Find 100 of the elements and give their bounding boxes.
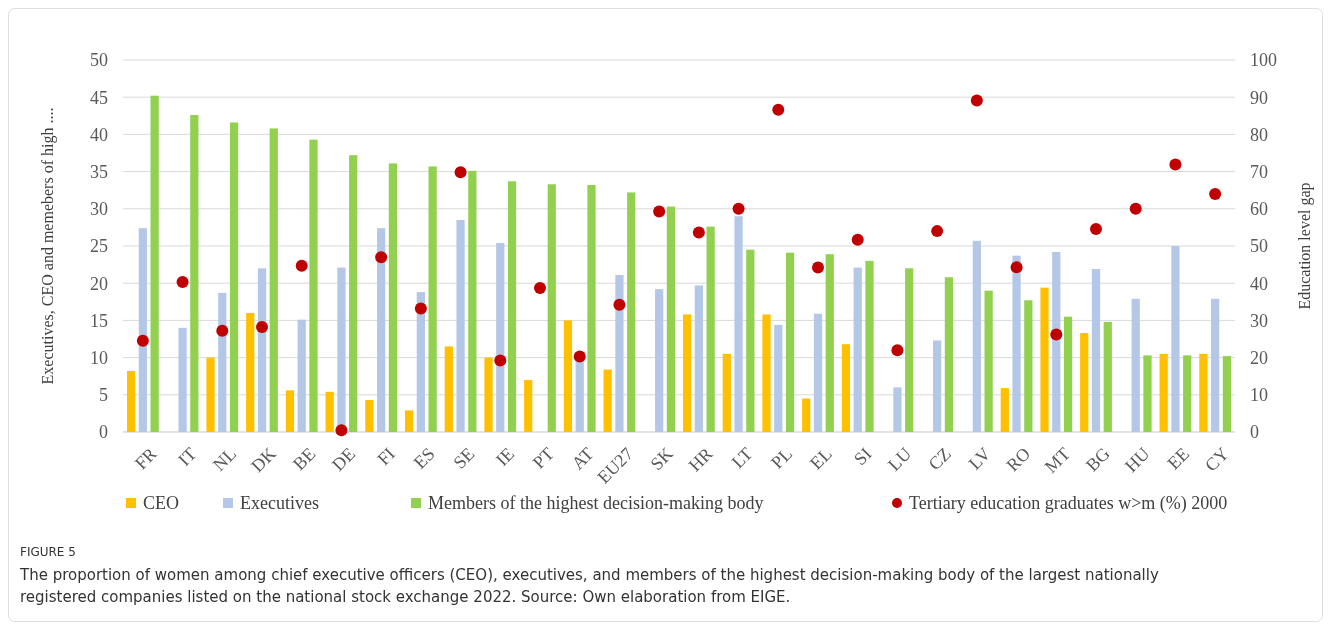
bar <box>428 166 437 432</box>
x-tick-label: EL <box>806 443 836 474</box>
legend-label: CEO <box>143 493 179 514</box>
bar <box>1199 353 1208 432</box>
point <box>692 226 705 239</box>
bar <box>853 267 862 432</box>
bar <box>1024 300 1033 432</box>
bar <box>456 219 465 432</box>
bar <box>1000 388 1009 432</box>
y-tick-label: 30 <box>90 199 108 220</box>
bar <box>1080 333 1089 432</box>
x-tick-label: LV <box>964 443 995 474</box>
point <box>1050 328 1063 341</box>
bar <box>1063 316 1073 432</box>
point <box>216 324 229 337</box>
y2-tick-label: 90 <box>1250 87 1268 108</box>
bar <box>603 369 612 432</box>
bar <box>309 139 318 432</box>
y-axis-title: Executives, CEO and memebers of high .... <box>39 107 57 385</box>
bar <box>1143 355 1152 432</box>
bar <box>1091 269 1101 432</box>
bar <box>587 184 596 432</box>
y-tick-label: 35 <box>90 161 108 182</box>
bar <box>206 357 215 432</box>
bar <box>365 400 374 432</box>
point <box>256 321 268 334</box>
bar <box>349 155 358 432</box>
point <box>295 259 308 272</box>
point <box>454 166 467 179</box>
text: The proportion of women among chief executive officers (CEO), executives, and members of the highest decision-making body of the largest nationally registered companies listed on the national stock exchange 2022. Source: Own elaboration from EIGE. <box>19 566 1159 606</box>
y2-tick-label: 10 <box>1250 385 1268 406</box>
x-tick-label: FR <box>130 443 161 474</box>
bar <box>984 290 993 432</box>
bar <box>507 181 517 432</box>
point <box>851 233 864 246</box>
caption: FIGURE 5 <box>20 545 76 559</box>
y-tick-label: 5 <box>99 385 108 406</box>
x-tick-label: EE <box>1163 443 1194 474</box>
point <box>1129 202 1142 215</box>
point <box>494 354 507 367</box>
point <box>534 282 546 295</box>
x-tick-label: FI <box>373 443 399 470</box>
bar <box>178 327 187 432</box>
bar <box>933 340 942 432</box>
y-tick-label: 50 <box>90 50 108 71</box>
x-tick-label: DK <box>247 443 280 477</box>
x-tick-label: HR <box>684 443 717 476</box>
bar <box>1040 287 1049 432</box>
bar <box>388 163 398 432</box>
bar <box>444 346 453 432</box>
bar <box>138 228 147 432</box>
bar <box>377 228 386 432</box>
bar <box>682 314 692 432</box>
x-tick-label: SK <box>646 443 677 475</box>
x-tick-label: SE <box>449 443 479 473</box>
x-tick-label: PL <box>767 443 797 473</box>
x-tick-label: IT <box>174 443 201 470</box>
bar <box>297 319 306 432</box>
point <box>772 103 785 116</box>
point <box>136 334 149 347</box>
bar <box>774 324 783 432</box>
point <box>1010 261 1023 274</box>
y-tick-label: 45 <box>90 87 108 108</box>
bar <box>229 122 239 432</box>
y2-tick-label: 40 <box>1250 273 1268 294</box>
bar <box>615 275 624 432</box>
bar <box>1222 356 1232 432</box>
x-tick-label: LU <box>884 443 916 475</box>
bar <box>655 289 664 432</box>
bar <box>1211 298 1220 432</box>
x-tick-label: BG <box>1081 443 1114 476</box>
x-tick-label: NL <box>208 443 241 475</box>
bar <box>813 313 823 432</box>
bar <box>1171 246 1180 432</box>
x-tick-label: AT <box>567 443 598 474</box>
y-tick-label: 10 <box>90 347 108 368</box>
bar <box>762 314 771 432</box>
x-tick-label: CZ <box>924 443 955 475</box>
y2-tick-label: 20 <box>1250 347 1268 368</box>
y-tick-label: 40 <box>90 124 108 145</box>
y2-tick-label: 70 <box>1250 161 1268 182</box>
x-tick-label: PT <box>528 443 558 473</box>
bar <box>257 268 267 432</box>
point <box>335 424 348 437</box>
bar <box>1052 251 1061 432</box>
bar <box>524 379 533 432</box>
y-tick-label: 20 <box>90 273 108 294</box>
x-tick-label: IE <box>491 443 519 470</box>
x-tick-label: HU <box>1120 443 1154 477</box>
bar <box>802 398 811 432</box>
bar <box>404 410 414 432</box>
bar <box>190 115 199 432</box>
bar <box>893 387 902 432</box>
y2-tick-label: 0 <box>1250 422 1259 443</box>
bar <box>666 206 676 432</box>
bar <box>746 249 755 432</box>
bar <box>416 292 425 432</box>
bar <box>269 128 278 432</box>
point <box>613 298 626 311</box>
x-tick-label: MT <box>1040 443 1075 477</box>
